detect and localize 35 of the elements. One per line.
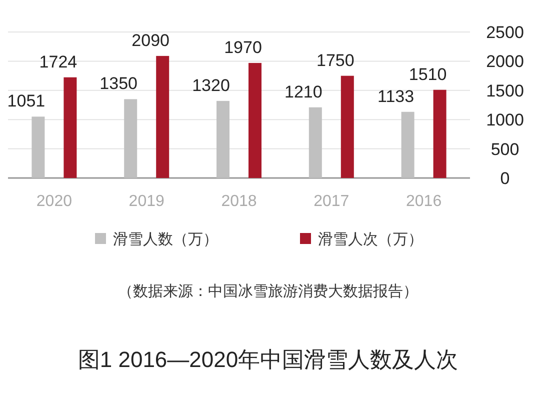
bar xyxy=(308,107,322,178)
legend-label: 滑雪人数（万） xyxy=(113,231,218,248)
y-tick-label: 2500 xyxy=(486,23,524,42)
data-label: 2090 xyxy=(132,30,170,50)
x-tick-label: 2019 xyxy=(128,193,164,210)
data-label: 1724 xyxy=(39,52,78,72)
bar xyxy=(32,116,45,178)
x-tick-label: 2020 xyxy=(36,193,72,210)
y-tick-label: 1000 xyxy=(486,110,524,130)
y-tick-label: 500 xyxy=(490,140,520,159)
data-label: 1320 xyxy=(192,76,230,95)
data-label: 1510 xyxy=(408,64,447,84)
bar xyxy=(216,100,230,178)
bar xyxy=(433,90,446,178)
bar xyxy=(401,112,414,178)
data-label: 1133 xyxy=(378,86,414,106)
data-label: 1350 xyxy=(100,74,138,94)
y-tick-label: 0 xyxy=(500,169,510,188)
data-label: 1051 xyxy=(7,92,46,111)
x-tick-label: 2018 xyxy=(221,193,257,210)
data-label: 1970 xyxy=(224,38,262,57)
legend-label: 滑雪人次（万） xyxy=(318,231,423,248)
text: （数据来源：中国冰雪旅游消费大数据报告） xyxy=(118,283,418,300)
y-tick-label: 1500 xyxy=(486,81,524,100)
bar xyxy=(340,76,354,178)
bar xyxy=(248,62,262,178)
x-tick-label: 2016 xyxy=(406,193,442,210)
data-label: 1750 xyxy=(316,50,354,70)
bar xyxy=(156,56,170,178)
x-tick-label: 2017 xyxy=(314,193,350,210)
data-label: 1210 xyxy=(284,82,322,102)
bar xyxy=(124,99,138,178)
text: 图1 2016—2020年中国滑雪人数及人次 xyxy=(78,347,458,372)
y-tick-label: 2000 xyxy=(486,52,524,72)
bar xyxy=(64,77,77,178)
